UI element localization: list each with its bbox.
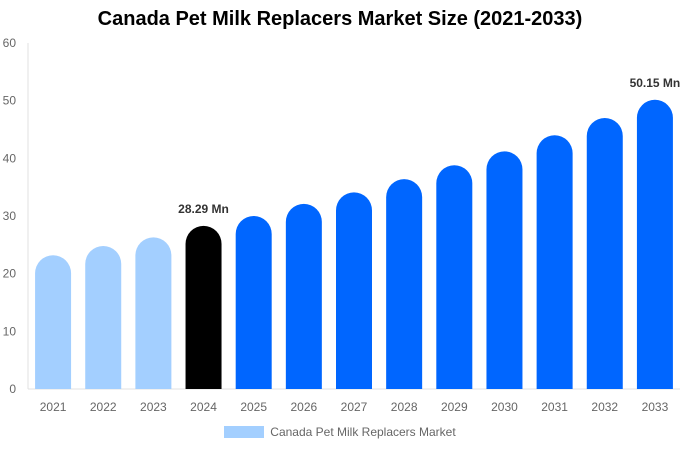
y-tick-label: 20 xyxy=(3,267,17,281)
y-tick-label: 0 xyxy=(9,382,16,396)
bar-2032 xyxy=(586,117,623,389)
chart-title: Canada Pet Milk Replacers Market Size (2… xyxy=(97,8,583,30)
x-tick-label: 2029 xyxy=(441,400,468,414)
x-tick-label: 2026 xyxy=(290,400,317,414)
bar-2033 xyxy=(636,99,673,389)
x-tick-label: 2025 xyxy=(240,400,267,414)
y-tick-label: 60 xyxy=(3,36,17,50)
legend-label: Canada Pet Milk Replacers Market xyxy=(270,425,456,439)
x-tick-label: 2021 xyxy=(40,400,67,414)
bar-2026 xyxy=(285,203,322,389)
bar-2025 xyxy=(235,216,272,389)
x-tick-label: 2023 xyxy=(140,400,167,414)
bar-2022 xyxy=(85,245,122,389)
x-tick-label: 2022 xyxy=(90,400,117,414)
bar-2031 xyxy=(536,135,573,389)
bar-2021 xyxy=(35,255,72,389)
bar-2024 xyxy=(185,225,222,389)
bar-2027 xyxy=(336,192,372,389)
legend-swatch xyxy=(224,426,265,438)
y-tick-label: 30 xyxy=(3,209,17,223)
x-tick-label: 2028 xyxy=(391,400,418,414)
y-tick-label: 40 xyxy=(3,151,17,165)
data-label: 28.29 Mn xyxy=(178,202,229,216)
legend[interactable]: Canada Pet Milk Replacers Market xyxy=(0,425,680,439)
y-tick-label: 50 xyxy=(3,94,17,108)
y-tick-label: 10 xyxy=(3,324,17,338)
bar-2029 xyxy=(436,165,473,389)
x-tick-label: 2030 xyxy=(491,400,518,414)
x-tick-label: 2031 xyxy=(541,400,568,414)
bar-2030 xyxy=(486,151,523,389)
x-tick-label: 2033 xyxy=(642,400,669,414)
bar-2023 xyxy=(135,237,172,389)
data-label: 50.15 Mn xyxy=(630,76,680,90)
x-tick-label: 2024 xyxy=(190,400,217,414)
x-tick-label: 2032 xyxy=(591,400,618,414)
bar-2028 xyxy=(386,179,423,389)
x-tick-label: 2027 xyxy=(341,400,368,414)
